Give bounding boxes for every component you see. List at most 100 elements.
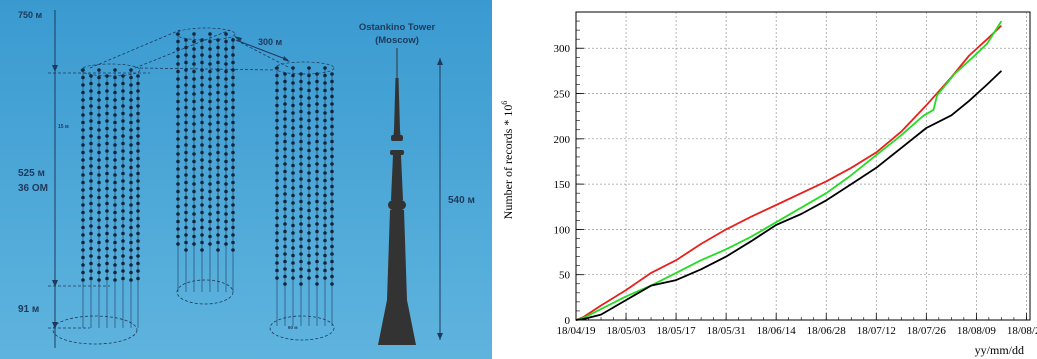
optical-module-dot [216, 150, 220, 155]
optical-module-dot [192, 182, 196, 186]
optical-module-dot [105, 171, 109, 176]
optical-module-dot [184, 38, 188, 42]
optical-module-dot [192, 54, 196, 59]
optical-module-dot [192, 167, 196, 171]
optical-module-dot [129, 120, 133, 125]
optical-module-dot [231, 105, 235, 110]
optical-module-dot [330, 102, 334, 106]
optical-module-dot [89, 119, 93, 123]
optical-module-dot [89, 89, 93, 93]
optical-module-dot [105, 74, 109, 78]
optical-module-dot [291, 171, 295, 175]
optical-module-dot [89, 96, 93, 101]
optical-module-dot [216, 195, 220, 200]
optical-module-dot [216, 90, 220, 95]
optical-module-dot [200, 68, 204, 72]
optical-module-dot [200, 143, 204, 147]
optical-module-dot [113, 90, 117, 95]
optical-module-dot [208, 99, 212, 104]
optical-module-dot [216, 158, 220, 162]
optical-module-dot [184, 45, 188, 50]
optical-module-dot [224, 69, 228, 74]
optical-module-dot [275, 96, 279, 100]
optical-module-dot [200, 165, 204, 170]
depth-label-top: 750 м [18, 10, 43, 20]
optical-module-dot [184, 128, 188, 132]
optical-module-dot [136, 209, 140, 213]
optical-module-dot [208, 39, 212, 44]
optical-module-dot [208, 219, 212, 224]
optical-module-dot [176, 197, 180, 201]
optical-module-dot [136, 261, 140, 266]
optical-module-dot [224, 227, 228, 231]
optical-module-dot [121, 261, 125, 266]
optical-module-dot [208, 182, 212, 186]
optical-module-dot [283, 117, 287, 121]
optical-module-dot [307, 208, 311, 213]
optical-module-dot [323, 148, 327, 153]
optical-module-dot [129, 180, 133, 185]
optical-module-dot [283, 79, 287, 84]
optical-module-dot [200, 83, 204, 87]
optical-module-dot [299, 102, 303, 106]
optical-module-dot [231, 45, 235, 50]
optical-module-dot [307, 276, 311, 280]
optical-module-dot [231, 90, 235, 95]
optical-module-dot [105, 186, 109, 191]
optical-module-dot [121, 81, 125, 86]
optical-module-dot [323, 223, 327, 228]
optical-module-dot [330, 169, 334, 174]
optical-module-dot [283, 237, 287, 241]
optical-module-dot [105, 254, 109, 258]
optical-module-dot [315, 117, 319, 121]
optical-module-dot [81, 165, 85, 170]
optical-module-dot [330, 282, 334, 286]
optical-module-dot [216, 233, 220, 237]
optical-module-dot [81, 248, 85, 252]
optical-module-dot [299, 214, 303, 219]
optical-module-dot [81, 240, 85, 245]
optical-module-dot [192, 152, 196, 156]
optical-module-dot [315, 79, 319, 84]
plot-frame [575, 11, 1031, 321]
optical-module-dot [192, 227, 196, 231]
optical-module-dot [323, 163, 327, 168]
optical-module-dot [307, 201, 311, 205]
optical-module-dot [176, 212, 180, 216]
optical-module-dot [113, 143, 117, 147]
optical-module-dot [208, 62, 212, 66]
spacing-label: 300 м [258, 37, 283, 47]
optical-module-dot [113, 158, 117, 162]
optical-module-dot [330, 162, 334, 166]
optical-module-dot [208, 129, 212, 134]
optical-module-dot [113, 218, 117, 222]
optical-module-dot [275, 193, 279, 198]
optical-module-dot [129, 225, 133, 230]
optical-module-dot [184, 210, 188, 215]
optical-module-dot [136, 239, 140, 243]
optical-module-dot [299, 184, 303, 189]
optical-module-dot [330, 237, 334, 241]
optical-module-dot [283, 259, 287, 264]
x-tick-label: 18/07/26 [907, 325, 947, 337]
optical-module-dot [97, 218, 101, 222]
optical-module-dot [224, 189, 228, 194]
optical-module-dot [184, 173, 188, 177]
optical-module-dot [184, 75, 188, 80]
optical-module-dot [81, 120, 85, 125]
y-tick-label: 100 [554, 224, 571, 236]
optical-module-dot [176, 219, 180, 224]
optical-module-dot [200, 203, 204, 207]
optical-module-dot [224, 234, 228, 239]
optical-module-dot [176, 84, 180, 89]
optical-module-dot [275, 66, 279, 70]
optical-module-dot [113, 128, 117, 132]
x-tick-label: 18/04/19 [556, 325, 596, 337]
optical-module-dot [216, 225, 220, 230]
optical-module-dot [136, 231, 140, 236]
optical-module-dot [113, 195, 117, 200]
optical-module-dot [97, 210, 101, 215]
optical-module-dot [299, 132, 303, 136]
optical-module-dot [121, 269, 125, 273]
optical-module-dot [216, 60, 220, 65]
